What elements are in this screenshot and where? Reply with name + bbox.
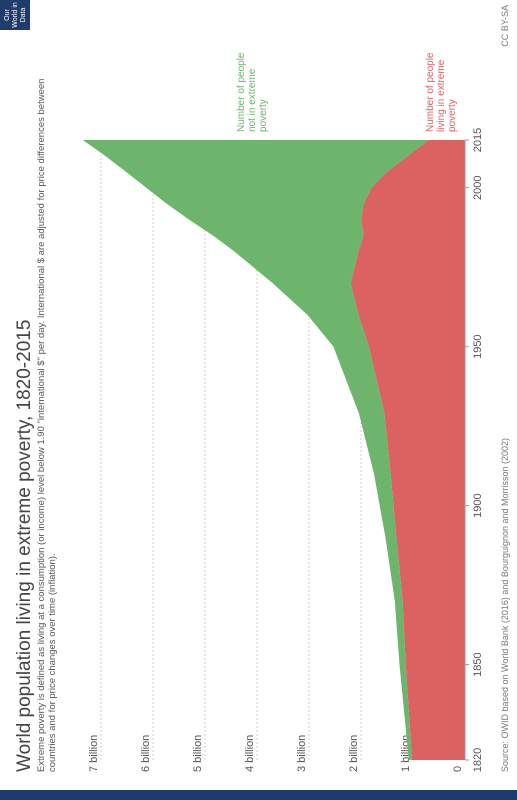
x-tick-label: 2015 [472,128,484,152]
y-tick-label: 5 billion [192,735,204,772]
area [82,140,429,760]
series-label-box: Number of people living in extreme pover… [425,52,458,133]
y-tick-label: 0 [452,766,464,772]
x-tick-label: 1820 [472,748,484,772]
x-tick-label: 1900 [472,493,484,517]
chart-title: World population living in extreme pover… [14,320,35,772]
source: Source: OWID based on World Bank (2016) … [500,438,510,772]
series-label-box: Number of people not in extreme poverty [235,52,269,133]
license: CC BY-SA [500,5,510,47]
logo: Our World in Data [4,2,27,28]
y-tick-label: 7 billion [88,735,100,772]
y-tick-label: 6 billion [140,735,152,772]
y-tick-label: 2 billion [348,735,360,772]
logo-box [0,0,30,30]
bottom-bar [0,790,517,800]
x-tick-label: 2000 [472,175,484,199]
subtitle-box: Extreme poverty is defined as living at … [36,78,58,772]
x-tick-label: 1850 [472,652,484,676]
rotated-frame: World population living in extreme pover… [0,0,510,772]
y-tick-label: 4 billion [244,735,256,772]
area [350,140,465,760]
subtitle: Extreme poverty is defined as living at … [36,78,58,772]
logo-wrap: Our World in Data [4,2,27,28]
y-tick-label: 3 billion [296,735,308,772]
series-label: Number of people living in extreme pover… [425,52,458,133]
x-tick-label: 1950 [472,334,484,358]
series-label: Number of people not in extreme poverty [235,52,269,133]
